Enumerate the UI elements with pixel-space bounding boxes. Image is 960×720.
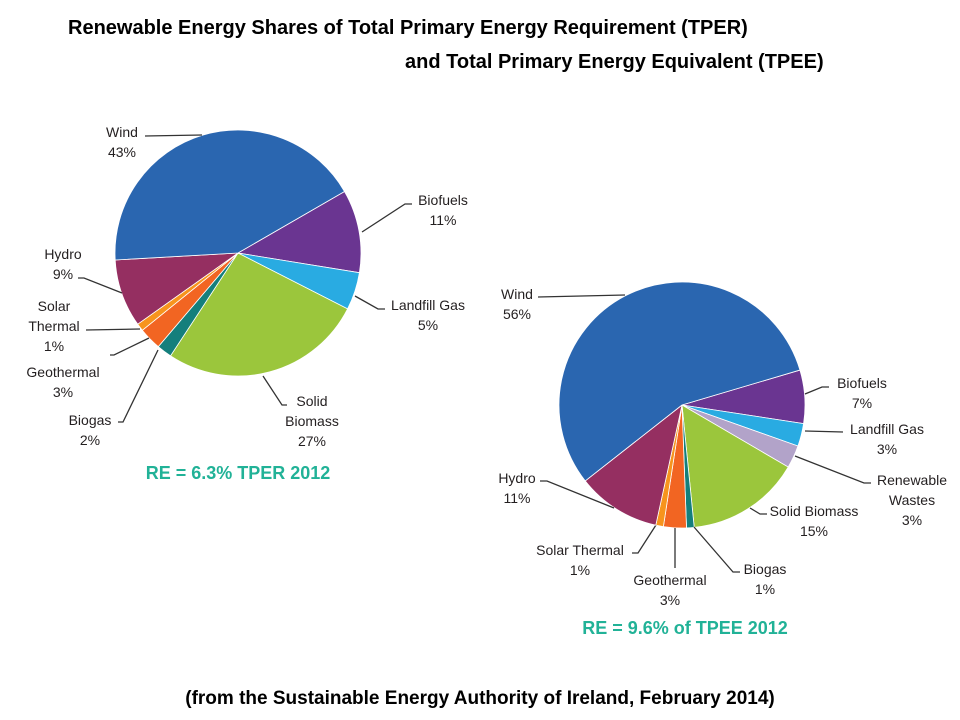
pie2-label-geothermal: Geothermal 3% xyxy=(633,570,706,610)
slice-value: 1% xyxy=(754,581,776,597)
pie2-label-renewable-wastes: Renewable Wastes 3% xyxy=(877,470,947,530)
slice-value: 11% xyxy=(429,212,457,228)
slice-value: 27% xyxy=(297,433,327,449)
slice-name: Solid Biomass xyxy=(769,503,859,519)
slice-value: 2% xyxy=(79,432,101,448)
pie2-label-solar-thermal: Solar Thermal 1% xyxy=(536,540,624,580)
slice-name: Renewable Wastes xyxy=(876,472,948,508)
slice-name: Wind xyxy=(106,124,138,140)
pie1-leader-biogas xyxy=(118,349,159,423)
slice-value: 1% xyxy=(43,338,65,354)
pie1-leader-solid-biomass xyxy=(262,375,287,406)
slice-value: 7% xyxy=(851,395,873,411)
pie2-label-solid-biomass: Solid Biomass 15% xyxy=(770,501,859,541)
source-footer: (from the Sustainable Energy Authority o… xyxy=(185,688,775,709)
pie2-slice-solid-biomass xyxy=(681,404,789,528)
pie1-leader-biofuels xyxy=(361,203,412,233)
slice-name: Biofuels xyxy=(837,375,887,391)
pie1-leader-wind xyxy=(144,134,203,137)
pie1-leader-hydro xyxy=(78,277,123,294)
pie1-slice-wind xyxy=(114,129,346,261)
pie1-slice-solid-biomass xyxy=(169,252,349,377)
slice-value: 1% xyxy=(569,562,591,578)
pie2-leader-solar-thermal xyxy=(632,524,657,554)
pie2-label-landfill-gas: Landfill Gas 3% xyxy=(850,419,924,459)
pie1-label-solid-biomass: Solid Biomass 27% xyxy=(285,391,339,451)
slice-value: 56% xyxy=(502,306,532,322)
pie1-leader-geothermal xyxy=(110,337,150,356)
tper-subtitle: RE = 6.3% TPER 2012 xyxy=(145,463,331,483)
title-line-2: and Total Primary Energy Equivalent (TPE… xyxy=(405,51,824,73)
slice-value: 9% xyxy=(52,266,74,282)
pie2-leader-biofuels xyxy=(804,386,829,395)
slice-name: Landfill Gas xyxy=(391,297,465,313)
pie1-label-geothermal: Geothermal 3% xyxy=(26,362,99,402)
slice-value: 11% xyxy=(503,490,531,506)
pie1-label-wind: Wind 43% xyxy=(106,122,138,162)
pie2-leader-wind xyxy=(537,294,626,298)
pie1-slice-biofuels xyxy=(236,190,362,274)
pie1-leader-solar-thermal xyxy=(85,328,141,331)
slice-name: Biogas xyxy=(743,561,787,577)
slice-value: 3% xyxy=(659,592,681,608)
slice-name: Geothermal xyxy=(26,364,100,380)
slice-value: 3% xyxy=(901,512,923,528)
pie1-label-solar-thermal: Solar Thermal 1% xyxy=(28,296,79,356)
slice-value: 3% xyxy=(876,441,898,457)
slice-name: Biofuels xyxy=(418,192,468,208)
pie2-label-biogas: Biogas 1% xyxy=(744,559,787,599)
pie2-leader-hydro xyxy=(540,480,615,509)
slice-name: Geothermal xyxy=(633,572,707,588)
slice-name: Biogas xyxy=(68,412,112,428)
title-line-1: Renewable Energy Shares of Total Primary… xyxy=(68,17,748,39)
pie2-leader-landfill-gas xyxy=(804,430,844,433)
slice-value: 15% xyxy=(799,523,829,539)
pie2-slice-wind xyxy=(558,281,801,482)
pie1-label-biogas: Biogas 2% xyxy=(69,410,112,450)
slice-value: 43% xyxy=(107,144,137,160)
slice-value: 3% xyxy=(52,384,74,400)
pie1-leader-landfill-gas xyxy=(354,295,385,310)
pie2-slice-hydro xyxy=(584,403,683,526)
slice-name: Hydro xyxy=(498,470,536,486)
pie2-label-wind: Wind 56% xyxy=(501,284,533,324)
slice-value: 5% xyxy=(417,317,439,333)
slice-name: Hydro xyxy=(44,246,82,262)
slice-name: Landfill Gas xyxy=(850,421,924,437)
pie2-label-hydro: Hydro 11% xyxy=(498,468,535,508)
slice-name: Solar Thermal xyxy=(28,298,80,334)
pie1-label-biofuels: Biofuels 11% xyxy=(418,190,468,230)
slice-name: Solid Biomass xyxy=(285,393,339,429)
pie2-label-biofuels: Biofuels 7% xyxy=(837,373,887,413)
pie2-leader-biogas xyxy=(693,526,740,573)
slice-name: Wind xyxy=(501,286,533,302)
pie2-leader-renewable-wastes xyxy=(794,455,871,484)
slice-name: Solar Thermal xyxy=(536,542,624,558)
pie1-label-landfill-gas: Landfill Gas 5% xyxy=(391,295,465,335)
pie1-label-hydro: Hydro 9% xyxy=(44,244,81,284)
pie2-leader-solid-biomass xyxy=(749,507,767,515)
tpee-subtitle: RE = 9.6% of TPEE 2012 xyxy=(582,618,788,638)
